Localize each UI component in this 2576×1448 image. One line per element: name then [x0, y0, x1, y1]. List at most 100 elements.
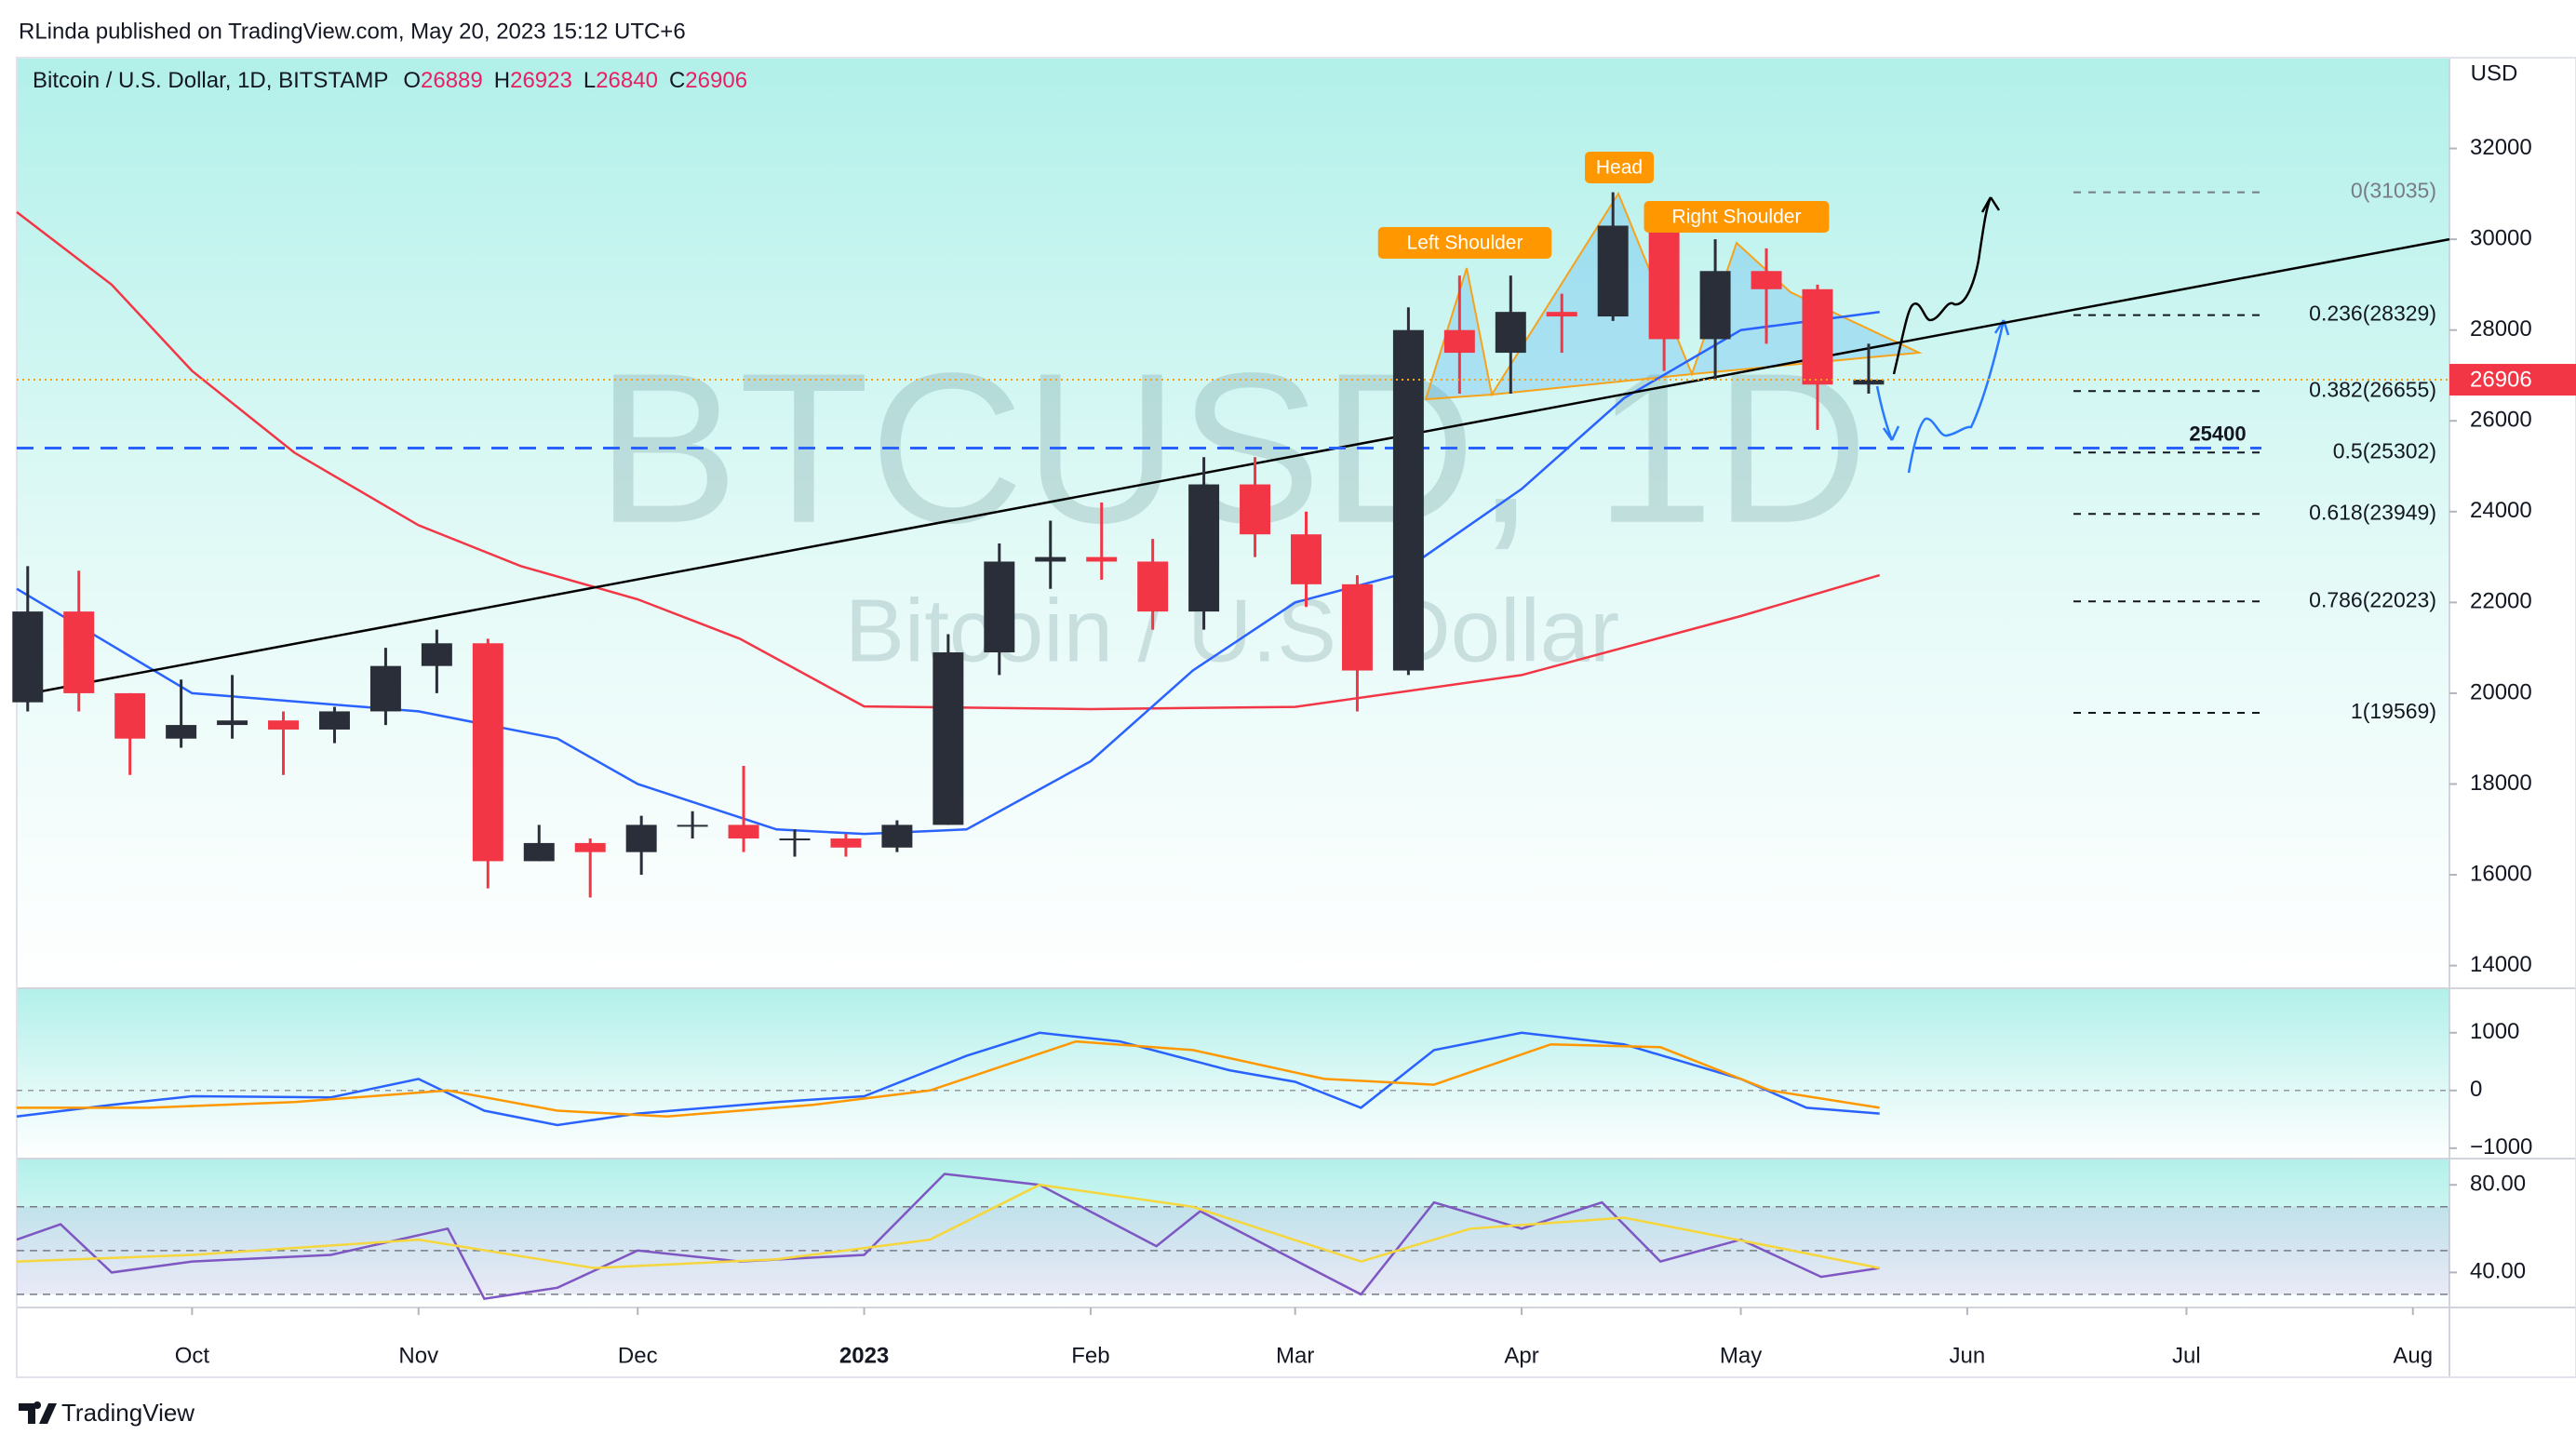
y-tick-label: 24000	[2470, 498, 2532, 523]
support-label: 25400	[2189, 422, 2246, 445]
forecast-arrowhead	[1980, 196, 2001, 213]
trendline	[31, 237, 2450, 695]
candle-body	[1341, 583, 1373, 671]
fib-label: 1(19569)	[2351, 699, 2436, 723]
candle-body	[166, 725, 197, 739]
y-tick-label: 16000	[2470, 861, 2532, 886]
candle-body	[1802, 288, 1833, 385]
macd-line	[17, 1039, 1880, 1118]
candle-body	[830, 838, 862, 848]
header-part: C	[669, 68, 685, 93]
moving-average	[16, 210, 1881, 711]
fib-label: 0.382(26655)	[2309, 377, 2436, 401]
y-tick-label: 18000	[2470, 771, 2532, 796]
rsi-line	[16, 1173, 1880, 1300]
candle-body	[677, 825, 708, 827]
macd-pane	[17, 988, 2449, 1159]
candle-body	[1291, 534, 1322, 584]
pattern-drawings	[1424, 191, 2010, 474]
candle-body	[728, 825, 759, 839]
fib-label: 0.5(25302)	[2333, 438, 2436, 463]
y-tick-label: 32000	[2470, 135, 2532, 160]
x-tick-label: Feb	[1071, 1343, 1109, 1368]
candle-body	[523, 842, 555, 862]
candle-body	[779, 838, 811, 841]
candle-body	[1137, 561, 1169, 612]
symbol-header: Bitcoin / U.S. Dollar, 1D, BITSTAMP O2688…	[33, 68, 747, 93]
candle-body	[1240, 484, 1271, 535]
y-tick-label: 0	[2470, 1077, 2482, 1102]
header-part: 26889	[421, 68, 483, 93]
x-tick-label: 2023	[839, 1343, 889, 1368]
y-tick-label: 40.00	[2470, 1259, 2526, 1284]
candle-body	[1035, 556, 1067, 562]
candle-body	[625, 825, 657, 852]
header-part: 26923	[510, 68, 572, 93]
header-part: 26906	[685, 68, 747, 93]
x-tick-label: Dec	[618, 1343, 658, 1368]
y-tick-label: 22000	[2470, 589, 2532, 614]
fib-label: 0.786(22023)	[2309, 587, 2436, 611]
x-tick-label: Jul	[2172, 1343, 2201, 1368]
current-price-tag	[2449, 364, 2576, 396]
candle-body	[1546, 312, 1577, 317]
header-part: Bitcoin / U.S. Dollar, 1D, BITSTAMP	[33, 68, 388, 93]
annotation: Right Shoulder	[1672, 207, 1802, 228]
frame	[16, 57, 2576, 1378]
annotation: Head	[1596, 157, 1643, 179]
header-part: 26840	[596, 68, 658, 93]
brand-name: TradingView	[61, 1399, 195, 1427]
y-tick-label: 28000	[2470, 316, 2532, 342]
candle-body	[932, 652, 964, 825]
y-tick-label: −1000	[2470, 1134, 2532, 1160]
candle-body	[217, 720, 248, 726]
fib-label: 0.618(23949)	[2309, 500, 2436, 524]
y-tick-label: 30000	[2470, 225, 2532, 250]
y-tick-label: 20000	[2470, 679, 2532, 704]
candle-body	[472, 643, 503, 862]
annotation-box	[1585, 152, 1654, 183]
candle-body	[1086, 556, 1118, 562]
candle-body	[1392, 329, 1424, 671]
candle-body	[984, 561, 1015, 653]
plot-layer: 14000 16000 18000 20000 22000 24000 26000 28000…	[12, 135, 2576, 1368]
candle-body	[369, 665, 401, 712]
currency-label: USD	[2471, 60, 2518, 86]
x-tick-label: Nov	[398, 1343, 438, 1368]
alt-forecast-arrowhead	[1882, 319, 2010, 441]
x-tick-label: May	[1720, 1343, 1762, 1368]
y-tick-label: 80.00	[2470, 1172, 2526, 1197]
candle-body	[1188, 484, 1220, 612]
x-tick-label: Apr	[1504, 1343, 1538, 1368]
candle-body	[1751, 271, 1782, 289]
head-shoulders-shape	[1424, 191, 1923, 401]
candle-body	[881, 825, 913, 848]
candle-body	[12, 611, 44, 703]
header-part: L	[584, 68, 596, 93]
macd-line	[16, 1031, 1880, 1127]
x-tick-label: Aug	[2393, 1343, 2433, 1368]
annotation-box	[1644, 201, 1830, 233]
candle-body	[268, 720, 300, 730]
published-note: RLinda published on TradingView.com, May…	[19, 19, 686, 44]
candle-body	[63, 611, 95, 693]
candle-body	[421, 643, 452, 666]
candle-body	[114, 692, 146, 739]
rsi-line	[16, 1183, 1880, 1269]
x-tick-label: Oct	[175, 1343, 210, 1368]
candle-body	[1443, 329, 1475, 354]
fib-label: 0.236(28329)	[2309, 302, 2436, 326]
watermark-subtitle: Bitcoin / U.S. Dollar	[845, 581, 1619, 680]
candle-body	[1699, 271, 1731, 340]
candle-body	[574, 842, 606, 852]
rsi-pane	[17, 1159, 2449, 1307]
annotation-box	[1377, 227, 1552, 259]
x-tick-label: Mar	[1276, 1343, 1314, 1368]
y-tick-label: 14000	[2470, 952, 2532, 977]
x-tick-label: Jun	[1950, 1343, 1986, 1368]
candle-body	[1648, 225, 1680, 340]
forecast-path	[1892, 196, 1992, 375]
y-tick-label: 1000	[2470, 1019, 2519, 1044]
